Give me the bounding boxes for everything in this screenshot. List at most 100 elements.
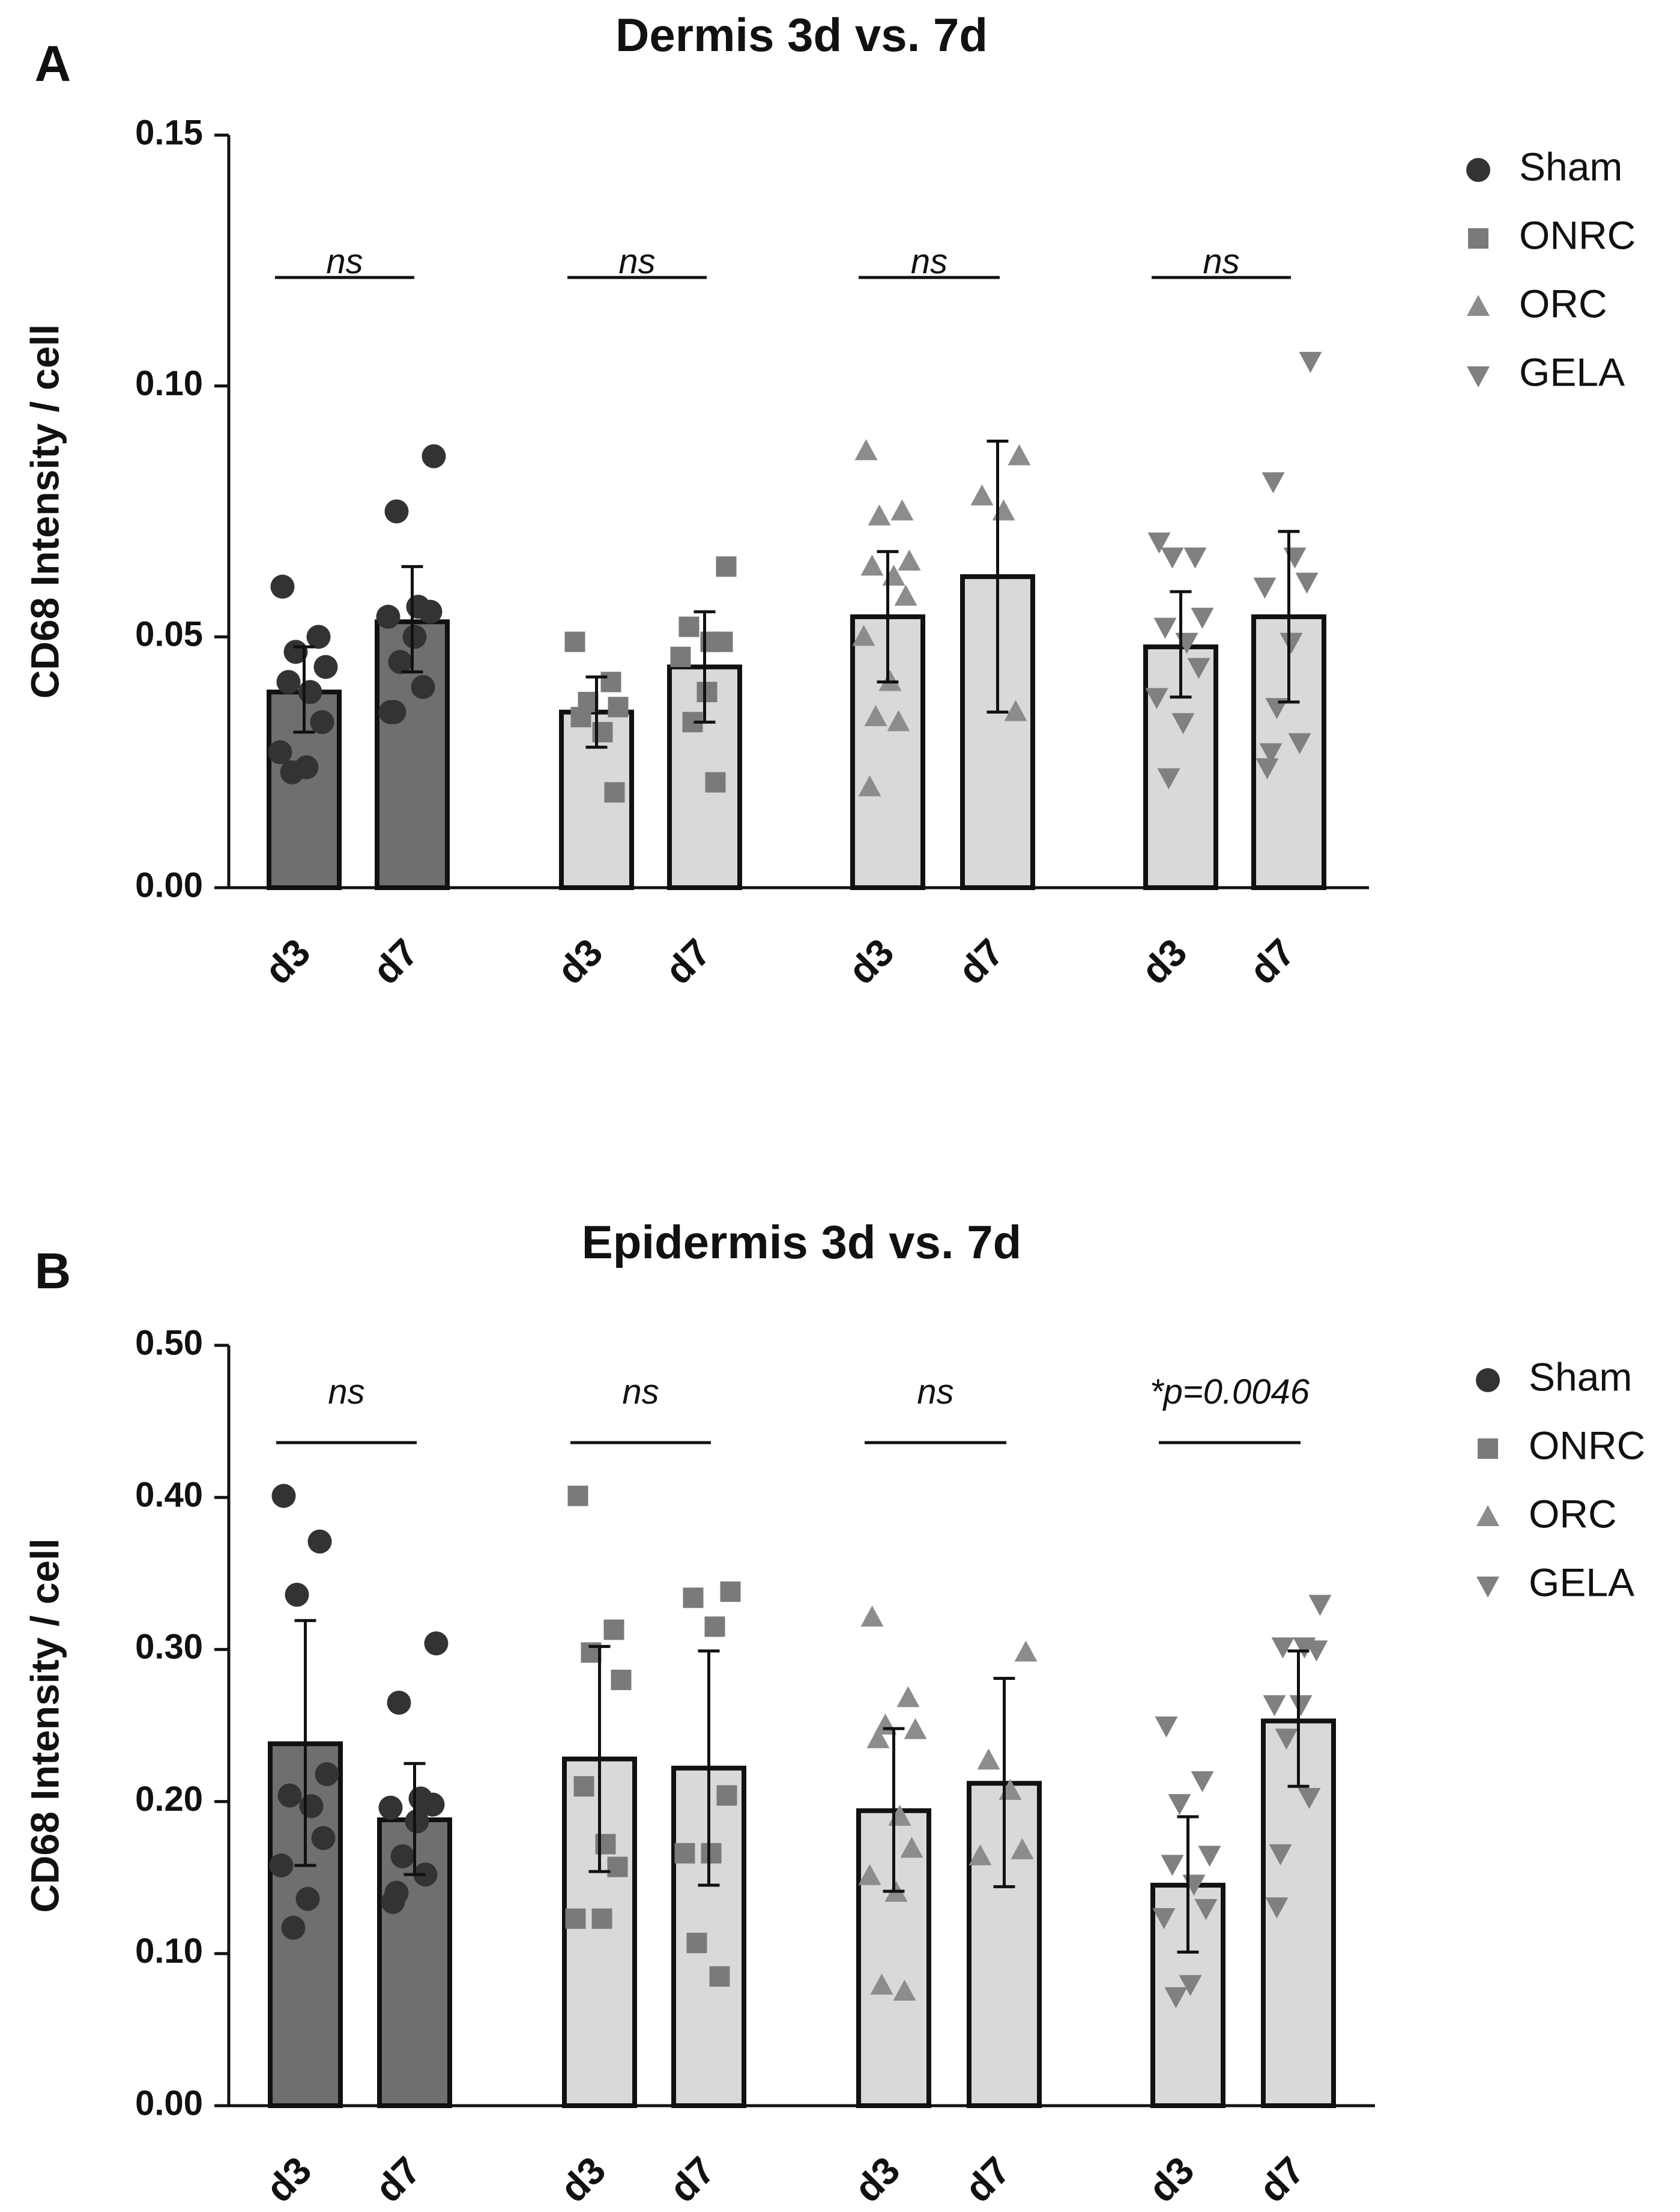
group-orc: d3 d7 ns — [846, 1372, 1042, 2211]
data-point — [307, 1529, 332, 1554]
data-point — [868, 504, 891, 526]
data-point — [1198, 1846, 1221, 1867]
y-tick-label: 0.20 — [135, 1780, 203, 1819]
data-point — [900, 1837, 923, 1858]
data-point — [686, 1933, 707, 1954]
panel-b: B Epidermis 3d vs. 7d CD68 Intensity / cel… — [22, 1216, 1645, 2211]
data-point — [1191, 1771, 1214, 1793]
x-tick-label: d3 — [549, 930, 611, 993]
data-point — [1147, 532, 1171, 554]
data-point — [422, 444, 446, 468]
data-point — [1161, 1855, 1184, 1876]
data-point — [387, 1691, 411, 1715]
data-point — [1171, 713, 1195, 735]
chart-title: Epidermis 3d vs. 7d — [582, 1216, 1022, 1268]
data-point — [670, 646, 691, 667]
data-point — [277, 1783, 302, 1808]
data-point — [1262, 472, 1285, 494]
group-gela: d3 d7 ns — [1133, 242, 1326, 993]
data-point — [315, 1762, 339, 1787]
data-point — [704, 1616, 725, 1637]
legend-label: GELA — [1529, 1560, 1634, 1604]
data-point — [570, 706, 591, 727]
legend-label: GELA — [1519, 350, 1625, 394]
x-tick-label: d7 — [950, 930, 1012, 993]
data-point — [1161, 547, 1184, 569]
data-point — [968, 1844, 992, 1865]
data-point — [424, 1631, 449, 1656]
legend-label: ORC — [1519, 281, 1607, 326]
data-point — [1157, 768, 1180, 790]
legend-label: Sham — [1519, 144, 1622, 189]
data-point — [1008, 444, 1031, 465]
significance-label: ns — [326, 242, 363, 281]
chart-title: Dermis 3d vs. 7d — [615, 8, 988, 61]
data-point — [567, 1485, 588, 1506]
data-point — [709, 1966, 730, 1987]
significance-label: ns — [1203, 242, 1239, 281]
data-point — [858, 1864, 881, 1885]
data-point — [378, 700, 403, 724]
legend-marker — [1467, 366, 1490, 387]
data-point — [376, 604, 400, 629]
data-point — [565, 1908, 586, 1929]
data-point — [313, 655, 338, 679]
data-point — [607, 1856, 628, 1877]
data-point — [720, 1581, 741, 1602]
y-tick-label: 0.40 — [135, 1476, 203, 1515]
data-point — [1275, 1729, 1298, 1750]
data-point — [1153, 617, 1177, 639]
data-point — [678, 616, 699, 637]
y-axis-label: CD68 Intensity / cell — [22, 324, 67, 699]
data-point — [310, 710, 334, 735]
x-tick-label: d3 — [1140, 2148, 1203, 2211]
significance-label: ns — [911, 242, 947, 281]
x-tick-label: d7 — [956, 2148, 1019, 2211]
x-tick-label: d7 — [1251, 2148, 1313, 2211]
data-point — [378, 1795, 403, 1820]
data-point — [1259, 743, 1283, 765]
data-point — [1253, 577, 1277, 599]
data-point — [854, 439, 878, 461]
data-point — [1298, 1788, 1321, 1810]
data-point — [893, 1980, 916, 2001]
data-point — [1263, 1695, 1286, 1717]
legend-marker — [1466, 158, 1490, 182]
data-point — [1269, 1844, 1292, 1865]
x-tick-label: d3 — [258, 2148, 320, 2211]
data-point — [1187, 658, 1210, 679]
group-gela: d3 d7 *p=0.0046 — [1140, 1372, 1336, 2211]
y-tick-label: 0.30 — [135, 1628, 203, 1667]
data-point — [268, 740, 292, 765]
data-point — [977, 1748, 1000, 1770]
data-point — [852, 625, 875, 646]
data-point — [860, 1605, 884, 1627]
significance-label: ns — [917, 1372, 953, 1411]
bar — [960, 574, 1035, 890]
group-onrc: d3 d7 ns — [552, 1372, 746, 2211]
data-point — [870, 1973, 893, 1995]
data-point — [860, 554, 884, 576]
data-point — [1004, 700, 1027, 721]
x-tick-label: d3 — [1133, 930, 1195, 993]
data-point — [1280, 632, 1303, 654]
data-point — [1271, 1637, 1295, 1659]
x-tick-label: d7 — [657, 930, 719, 993]
data-point — [573, 1776, 594, 1797]
y-tick-label: 0.00 — [135, 2083, 203, 2123]
legend-marker — [1476, 1505, 1499, 1526]
data-point — [591, 1908, 612, 1929]
data-point — [285, 1583, 309, 1607]
data-point — [390, 1844, 415, 1868]
data-point — [992, 499, 1015, 521]
y-tick-label: 0.00 — [135, 865, 203, 904]
data-point — [1308, 1595, 1332, 1616]
data-point — [311, 1826, 336, 1850]
data-point — [887, 710, 910, 732]
data-point — [299, 1794, 324, 1819]
data-point — [1014, 1640, 1038, 1662]
bar — [671, 1765, 746, 2108]
x-tick-label: d7 — [367, 2148, 429, 2211]
data-point — [269, 1853, 294, 1877]
